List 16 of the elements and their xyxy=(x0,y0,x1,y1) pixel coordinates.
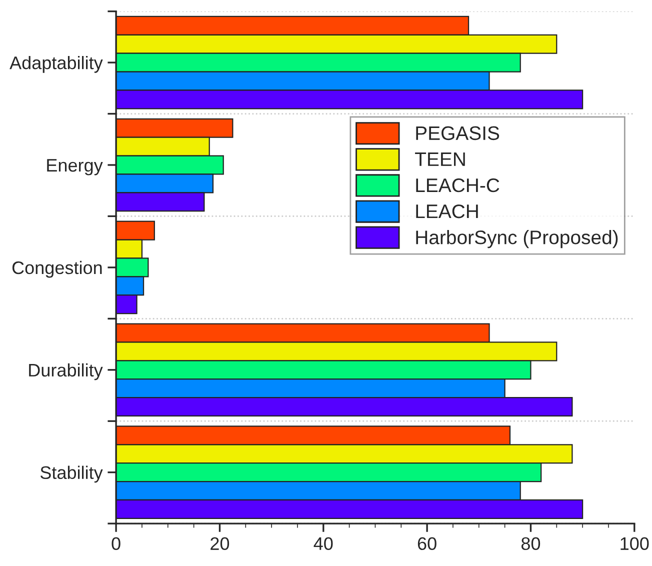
x-tick-label: 40 xyxy=(314,537,333,550)
legend-label: LEACH xyxy=(416,204,478,218)
x-tick-label: 60 xyxy=(418,537,436,550)
legend-label: PEGASIS xyxy=(416,126,500,140)
x-tick-label: 0 xyxy=(112,537,120,550)
y-tick-label: Congestion xyxy=(12,260,102,278)
y-tick-label: Durability xyxy=(29,363,103,380)
x-tick-label: 80 xyxy=(521,537,540,550)
y-tick-label: Adaptability xyxy=(10,56,103,73)
legend-label: TEEN xyxy=(415,152,465,166)
legend-label: LEACH-C xyxy=(416,178,500,192)
y-tick-label: Energy xyxy=(47,159,103,176)
x-tick-label: 100 xyxy=(620,537,649,550)
legend-label: HarborSync (Proposed) xyxy=(416,230,618,248)
x-tick-label: 20 xyxy=(210,537,230,550)
y-tick-label: Stability xyxy=(40,466,103,483)
